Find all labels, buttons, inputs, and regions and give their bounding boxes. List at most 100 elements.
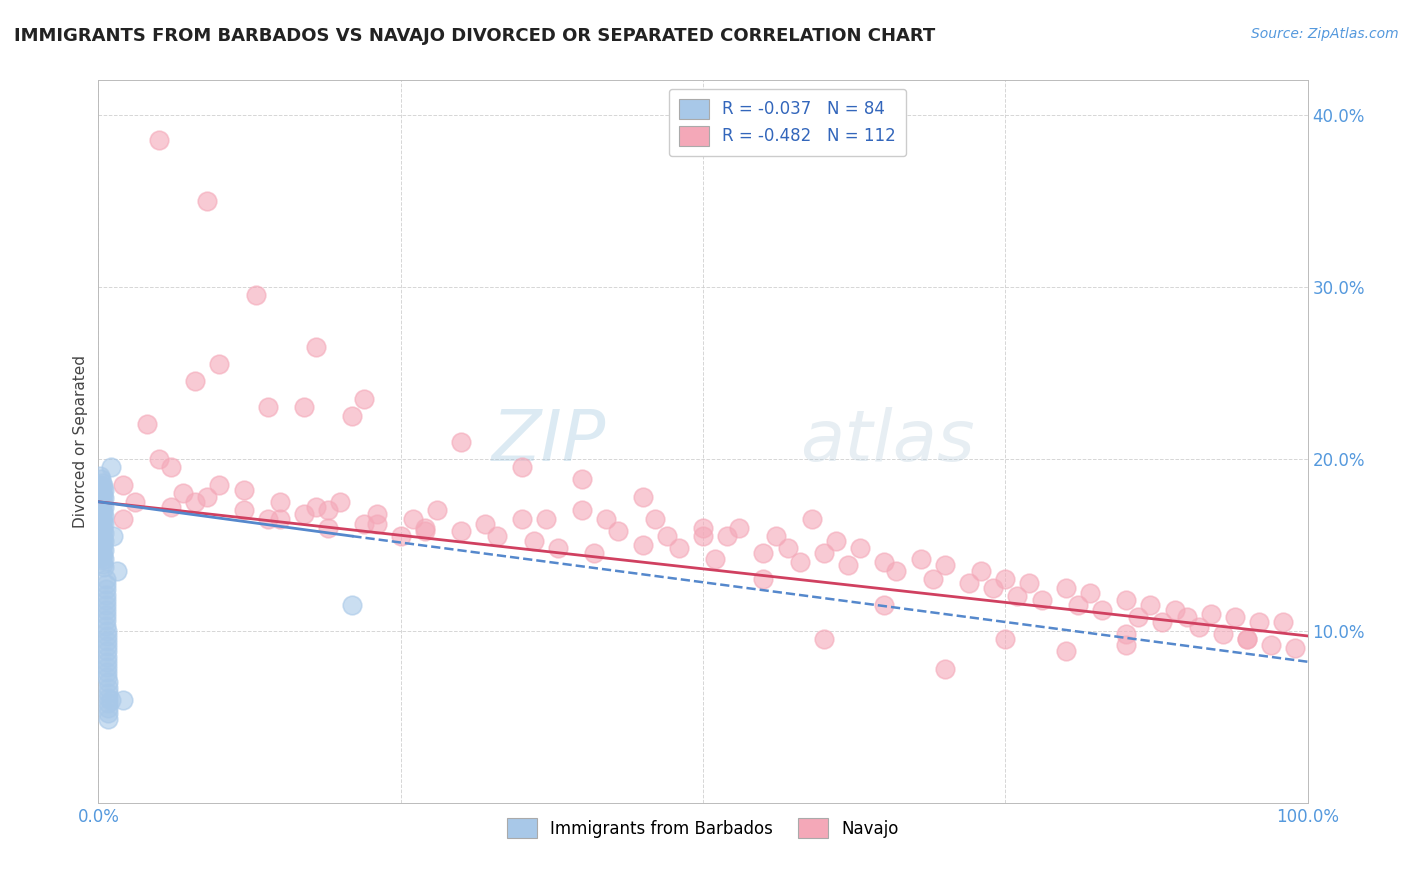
- Point: [752, 546, 775, 560]
- Point: [94, 614, 117, 628]
- Point: [994, 632, 1017, 647]
- Point: [510, 512, 533, 526]
- Point: [97, 696, 120, 710]
- Point: [96, 665, 118, 679]
- Point: [232, 503, 254, 517]
- Point: [91, 510, 114, 524]
- Point: [111, 477, 134, 491]
- Point: [305, 500, 328, 514]
- Point: [90, 516, 112, 530]
- Point: [1284, 640, 1306, 655]
- Point: [1007, 590, 1029, 604]
- Point: [91, 493, 114, 508]
- Point: [789, 555, 811, 569]
- Point: [716, 529, 738, 543]
- Point: [90, 472, 112, 486]
- Point: [1236, 632, 1258, 647]
- Point: [195, 490, 218, 504]
- Point: [91, 484, 114, 499]
- Point: [595, 512, 617, 526]
- Point: [96, 644, 118, 658]
- Point: [97, 701, 120, 715]
- Point: [111, 512, 134, 526]
- Point: [208, 477, 231, 491]
- Point: [583, 546, 606, 560]
- Text: atlas: atlas: [800, 407, 974, 476]
- Point: [342, 598, 364, 612]
- Point: [655, 529, 678, 543]
- Point: [90, 549, 112, 564]
- Point: [93, 534, 115, 549]
- Point: [160, 460, 183, 475]
- Point: [195, 194, 218, 208]
- Point: [752, 572, 775, 586]
- Point: [1078, 586, 1101, 600]
- Point: [148, 451, 170, 466]
- Point: [96, 670, 118, 684]
- Point: [728, 520, 751, 534]
- Point: [329, 494, 352, 508]
- Point: [534, 512, 557, 526]
- Legend: Immigrants from Barbados, Navajo: Immigrants from Barbados, Navajo: [501, 812, 905, 845]
- Point: [1128, 610, 1150, 624]
- Point: [292, 507, 315, 521]
- Point: [89, 477, 111, 491]
- Text: ZIP: ZIP: [492, 407, 606, 476]
- Point: [934, 558, 956, 573]
- Point: [94, 582, 117, 597]
- Point: [849, 541, 872, 556]
- Point: [1054, 581, 1077, 595]
- Point: [101, 529, 124, 543]
- Point: [91, 557, 114, 571]
- Point: [91, 475, 114, 490]
- Point: [100, 692, 122, 706]
- Point: [232, 483, 254, 497]
- Point: [91, 496, 114, 510]
- Point: [765, 529, 787, 543]
- Point: [1139, 598, 1161, 612]
- Point: [970, 564, 993, 578]
- Point: [89, 494, 111, 508]
- Point: [776, 541, 799, 556]
- Point: [474, 517, 496, 532]
- Point: [292, 400, 315, 414]
- Point: [1152, 615, 1174, 630]
- Point: [1272, 615, 1295, 630]
- Point: [813, 546, 835, 560]
- Point: [90, 498, 112, 512]
- Point: [886, 564, 908, 578]
- Point: [94, 618, 117, 632]
- Point: [89, 503, 111, 517]
- Point: [96, 634, 118, 648]
- Point: [89, 486, 111, 500]
- Point: [269, 494, 291, 508]
- Point: [837, 558, 859, 573]
- Point: [160, 500, 183, 514]
- Point: [91, 505, 114, 519]
- Point: [91, 522, 114, 536]
- Point: [184, 375, 207, 389]
- Point: [366, 507, 388, 521]
- Point: [1223, 610, 1246, 624]
- Point: [910, 551, 932, 566]
- Point: [105, 564, 128, 578]
- Point: [93, 508, 115, 523]
- Point: [100, 460, 122, 475]
- Point: [366, 517, 388, 532]
- Point: [644, 512, 666, 526]
- Point: [1115, 627, 1137, 641]
- Point: [91, 536, 114, 550]
- Point: [97, 686, 120, 700]
- Point: [1054, 644, 1077, 658]
- Point: [89, 538, 111, 552]
- Point: [96, 639, 118, 653]
- Point: [89, 546, 111, 560]
- Point: [135, 417, 157, 432]
- Point: [256, 512, 278, 526]
- Point: [89, 520, 111, 534]
- Point: [91, 548, 114, 562]
- Point: [389, 529, 412, 543]
- Point: [1018, 575, 1040, 590]
- Point: [1199, 607, 1222, 621]
- Point: [91, 514, 114, 528]
